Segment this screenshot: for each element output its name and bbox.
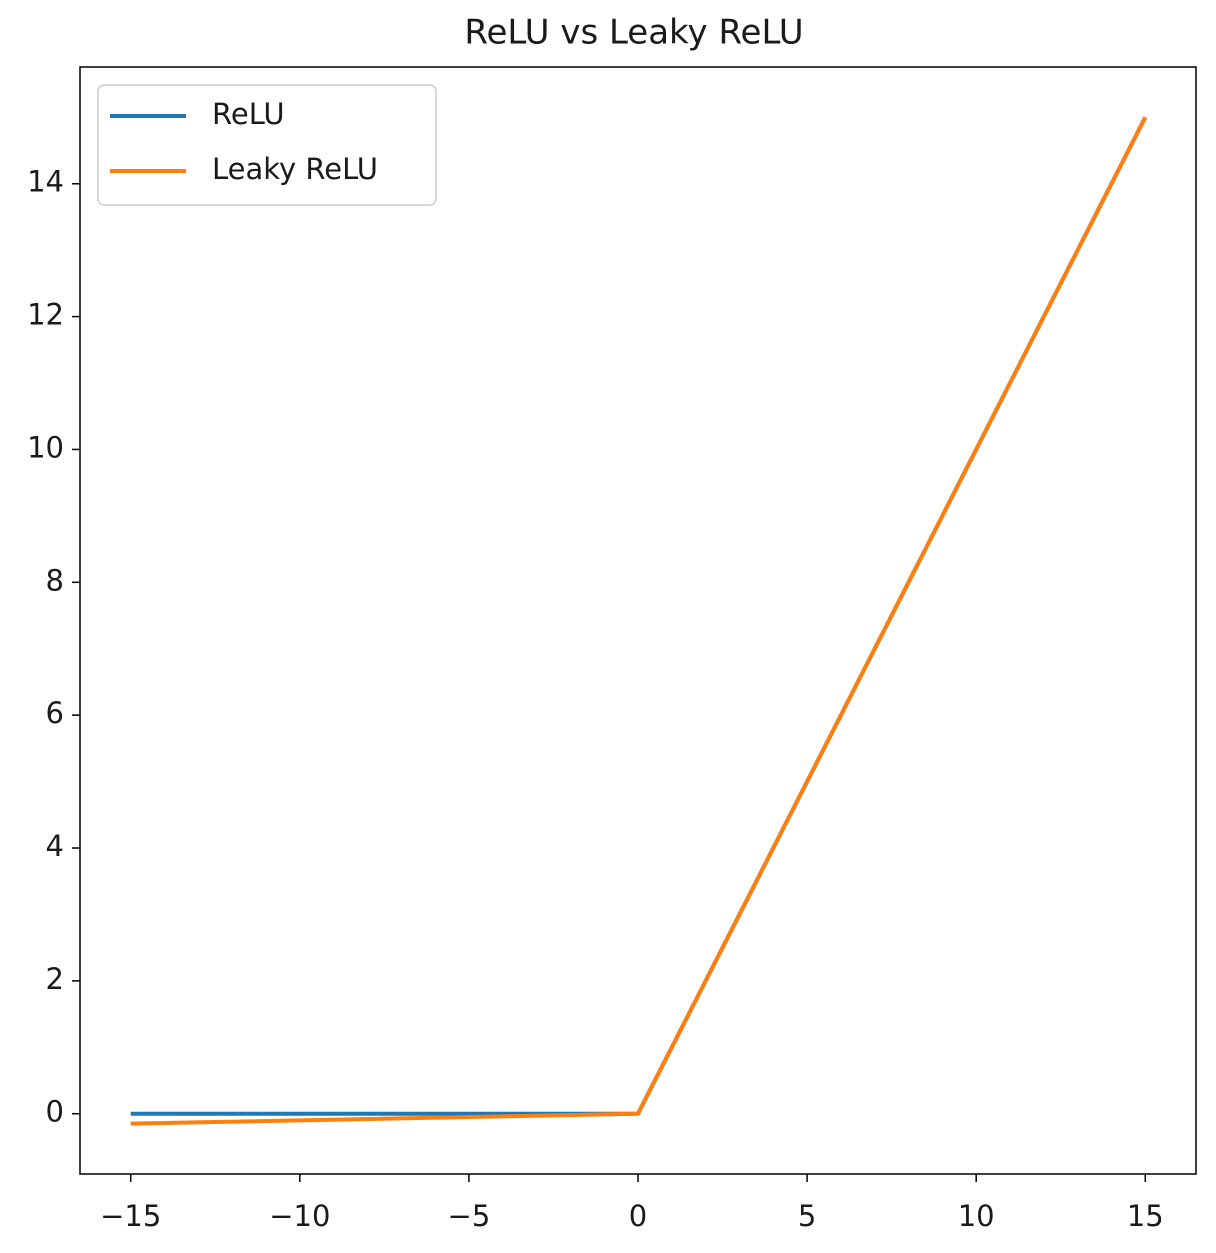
x-tick-label: −15 — [100, 1199, 161, 1233]
legend-label: Leaky ReLU — [212, 152, 378, 186]
y-tick-label: 14 — [27, 165, 64, 199]
y-tick-label: 0 — [46, 1095, 64, 1129]
x-tick-label: −5 — [448, 1199, 491, 1233]
y-tick-label: 4 — [46, 829, 64, 863]
y-tick-label: 2 — [46, 962, 64, 996]
x-tick-label: 0 — [629, 1199, 647, 1233]
y-tick-label: 12 — [27, 298, 64, 332]
x-tick-label: 5 — [798, 1199, 816, 1233]
legend-label: ReLU — [212, 97, 285, 131]
y-tick-label: 6 — [46, 696, 64, 730]
x-tick-label: 15 — [1127, 1199, 1164, 1233]
x-tick-label: 10 — [958, 1199, 995, 1233]
series-line — [130, 116, 1148, 1126]
y-tick-label: 8 — [46, 563, 64, 597]
y-tick-label: 10 — [27, 430, 64, 464]
plot-frame — [79, 66, 1197, 1175]
legend: ReLU Leaky ReLU — [97, 84, 437, 206]
chart-title: ReLU vs Leaky ReLU — [464, 13, 803, 53]
x-tick-label: −10 — [269, 1199, 330, 1233]
